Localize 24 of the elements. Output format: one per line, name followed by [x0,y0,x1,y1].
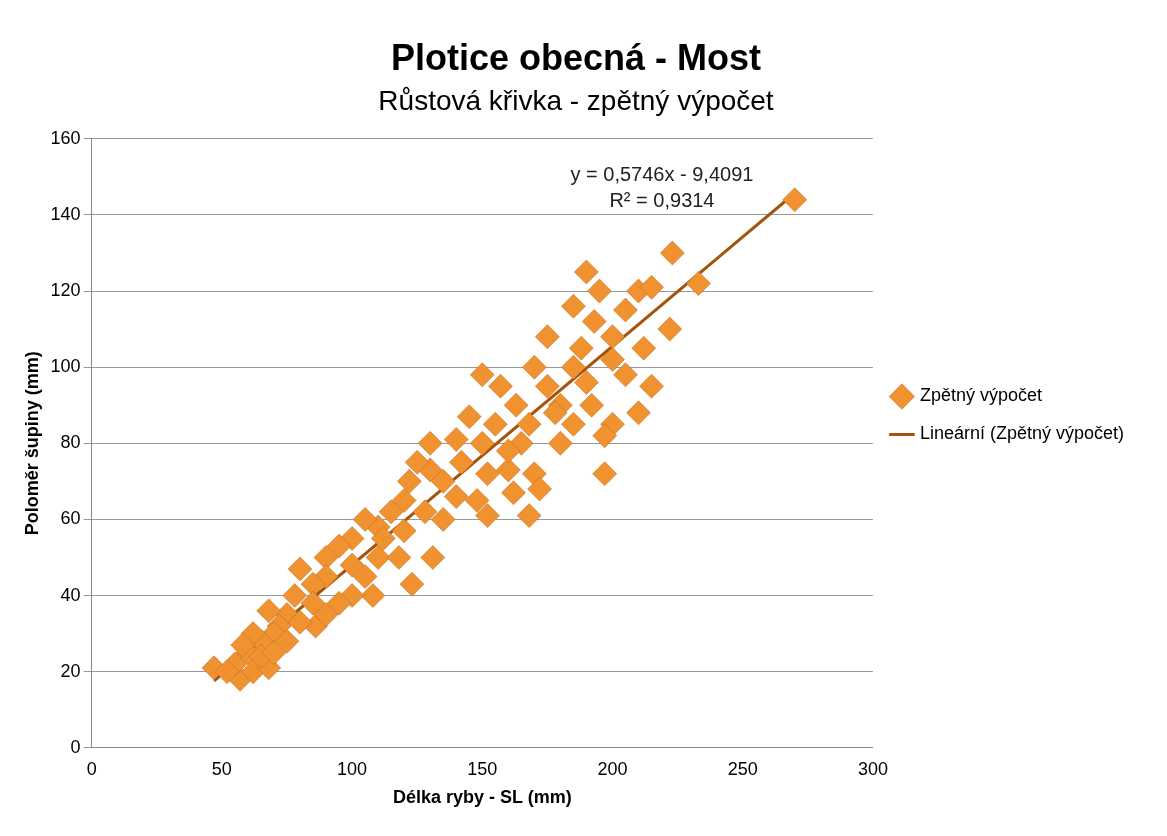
y-tick-label: 20 [60,660,81,681]
x-tick-label: 200 [597,758,628,779]
x-tick-label: 100 [337,758,368,779]
x-tick-label: 300 [857,758,888,779]
y-tick-label: 120 [50,280,81,301]
annotation: R² = 0,9314 [609,188,715,211]
x-tick-label: 150 [467,758,498,779]
y-axis-title: Poloměr šupiny (mm) [21,351,42,536]
x-axis-title: Délka ryby - SL (mm) [392,787,572,808]
y-tick-label: 100 [50,356,81,377]
y-tick-label: 80 [60,432,81,453]
x-tick-label: 50 [211,758,232,779]
x-tick-label: 250 [727,758,758,779]
annotation: y = 0,5746x - 9,4091 [570,162,754,185]
chart-title: Plotice obecná - Most [390,36,762,78]
legend-label: Lineární (Zpětný výpočet) [919,423,1125,444]
y-tick-label: 140 [50,203,81,224]
legend-label: Zpětný výpočet [919,385,1042,406]
y-tick-label: 60 [60,508,81,529]
x-tick-label: 0 [86,758,97,779]
y-tick-label: 0 [70,736,81,757]
y-tick-label: 160 [50,127,81,148]
y-tick-label: 40 [60,584,81,605]
chart-subtitle: Růstová křivka - zpětný výpočet [378,84,774,116]
